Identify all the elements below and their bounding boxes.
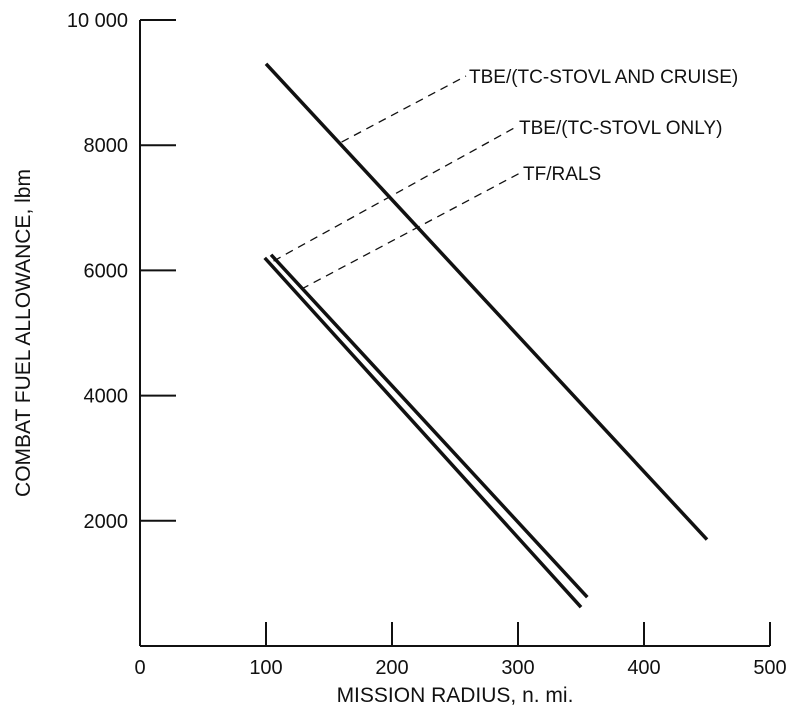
series-line-1 — [264, 62, 709, 541]
series-labels: TBE/(TC-STOVL AND CRUISE) TBE/(TC-STOVL O… — [469, 67, 738, 185]
x-tick-label-200: 200 — [375, 657, 408, 679]
y-axis-title: COMBAT FUEL ALLOWANCE, lbm — [12, 169, 35, 497]
y-tick-label-8000: 8000 — [84, 135, 129, 157]
series-line-2 — [269, 253, 589, 599]
x-tick-label-500: 500 — [753, 657, 786, 679]
x-axis-title: MISSION RADIUS, n. mi. — [337, 684, 574, 707]
series-label-leaders — [273, 75, 521, 290]
x-tick-label-300: 300 — [501, 657, 534, 679]
y-tick-label-2000: 2000 — [84, 511, 129, 533]
series-leader-1 — [341, 75, 467, 143]
y-tick-label-6000: 6000 — [84, 260, 129, 282]
x-ticks: 0 100 200 300 400 500 — [134, 622, 787, 679]
x-tick-label-0: 0 — [134, 657, 145, 679]
series-leader-3 — [300, 172, 521, 290]
series-label-2: TBE/(TC-STOVL ONLY) — [519, 118, 722, 139]
series-label-3: TF/RALS — [523, 164, 601, 185]
y-tick-label-4000: 4000 — [84, 386, 129, 408]
y-ticks: 2000 4000 6000 8000 10 000 — [67, 10, 176, 533]
series-group — [263, 62, 709, 609]
x-tick-label-100: 100 — [249, 657, 282, 679]
series-line-3 — [263, 256, 583, 609]
y-tick-label-10000: 10 000 — [67, 10, 128, 32]
series-label-1: TBE/(TC-STOVL AND CRUISE) — [469, 67, 738, 88]
series-leader-2 — [273, 126, 517, 262]
axes — [139, 20, 770, 647]
x-tick-label-400: 400 — [627, 657, 660, 679]
